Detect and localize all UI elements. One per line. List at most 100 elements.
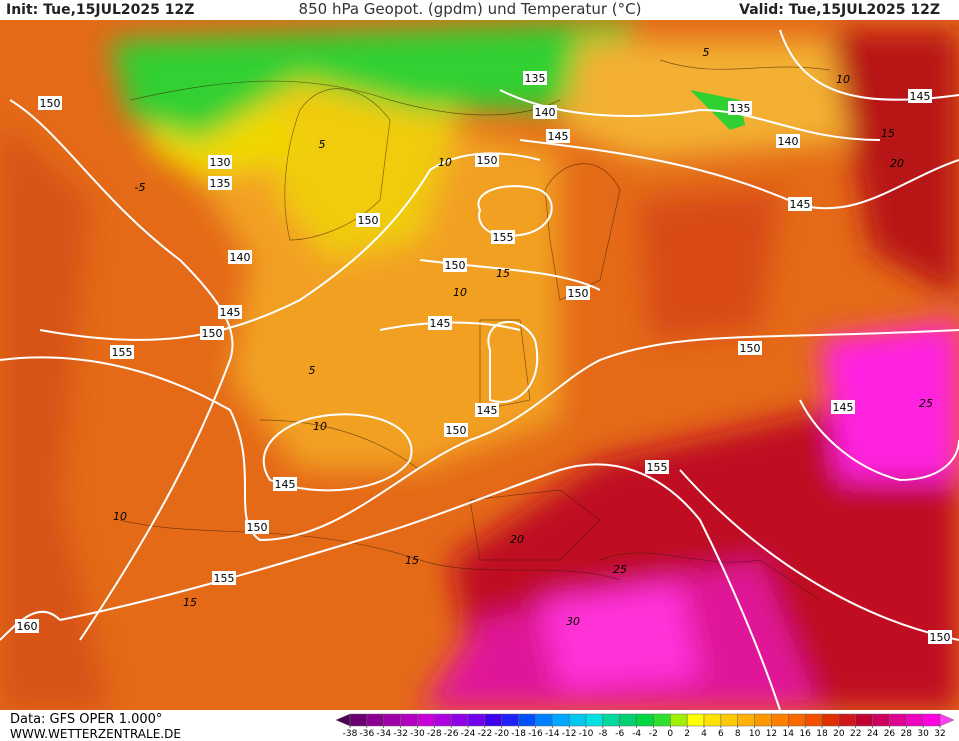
colorbar-tick-label: -24 xyxy=(461,729,476,739)
colorbar-tick-label: 4 xyxy=(701,729,707,739)
label-box xyxy=(443,258,467,272)
colorbar-tick-label: -6 xyxy=(615,729,624,739)
colorbar-tick-label: -16 xyxy=(528,729,543,739)
geopotential-label: 150 xyxy=(930,631,951,644)
colorbar-box xyxy=(417,713,435,727)
geopotential-label: 150 xyxy=(740,342,761,355)
label-box xyxy=(208,155,232,169)
temperature-label: 20 xyxy=(890,157,904,170)
geopotential-label: 145 xyxy=(548,130,569,143)
colorbar-box xyxy=(535,713,553,727)
colorbar-box xyxy=(737,713,755,727)
colorbar-tick-label: -10 xyxy=(579,729,594,739)
label-box xyxy=(738,341,762,355)
colorbar-tick-label: 32 xyxy=(934,729,945,739)
colorbar-tick-label: 24 xyxy=(867,729,879,739)
geopotential-label: 150 xyxy=(202,327,223,340)
colorbar-tick-label: 14 xyxy=(783,729,795,739)
label-box xyxy=(831,400,855,414)
colorbar-tick-label: 12 xyxy=(766,729,777,739)
colorbar-tick-label: -34 xyxy=(376,729,391,739)
label-box xyxy=(928,630,952,644)
colorbar-box xyxy=(349,713,368,727)
colorbar-box xyxy=(720,713,738,727)
geopotential-label: 155 xyxy=(112,346,133,359)
colorbar-box xyxy=(653,713,671,727)
colorbar-tick-label: 10 xyxy=(749,729,761,739)
colorbar-box xyxy=(838,713,856,727)
colorbar-tick-label: 26 xyxy=(884,729,896,739)
label-box xyxy=(228,250,252,264)
temperature-label: 10 xyxy=(453,286,467,299)
colorbar-box xyxy=(467,713,486,727)
colorbar-box xyxy=(602,713,620,727)
colorbar-box xyxy=(383,713,401,727)
temperature-label: 15 xyxy=(405,554,419,567)
colorbar-box xyxy=(552,713,570,727)
geopotential-label: 140 xyxy=(535,106,556,119)
colorbar-tick-label: -20 xyxy=(494,729,509,739)
colorbar-box xyxy=(889,713,907,727)
geopotential-label: 140 xyxy=(230,251,251,264)
label-box xyxy=(566,286,590,300)
colorbar-tick-label: 30 xyxy=(917,729,929,739)
colorbar-tick-label: -38 xyxy=(343,729,358,739)
geopotential-label: 160 xyxy=(17,620,38,633)
colorbar-arrow xyxy=(335,713,351,727)
label-box xyxy=(444,423,468,437)
temperature-label: 10 xyxy=(313,420,327,433)
map-title: 850 hPa Geopot. (gpdm) und Temperatur (°… xyxy=(299,0,642,18)
geopotential-label: 145 xyxy=(790,198,811,211)
contour-labels: 1501301351401451501551501551501501451451… xyxy=(15,46,952,644)
colorbar-box xyxy=(855,713,873,727)
temperature-label: 15 xyxy=(881,127,895,140)
colorbar-tick-label: -14 xyxy=(545,729,560,739)
temperature-label: 30 xyxy=(566,615,580,628)
label-box xyxy=(491,230,515,244)
temperature-label: 5 xyxy=(703,46,710,59)
geopotential-label: 150 xyxy=(358,214,379,227)
colorbar-box xyxy=(434,713,452,727)
label-box xyxy=(728,101,752,115)
geopotential-label: 145 xyxy=(430,317,451,330)
website: WWW.WETTERZENTRALE.DE xyxy=(10,727,181,741)
colorbar-box xyxy=(906,713,924,727)
colorbar-box xyxy=(754,713,772,727)
label-box xyxy=(908,89,932,103)
colorbar-tick-label: 16 xyxy=(799,729,811,739)
colorbar-box xyxy=(636,713,654,727)
label-box xyxy=(533,105,557,119)
init-time: Init: Tue,15JUL2025 12Z xyxy=(6,2,194,18)
geopotential-label: 145 xyxy=(275,478,296,491)
colorbar-tick-label: -18 xyxy=(511,729,526,739)
colorbar-tick-label: -36 xyxy=(360,729,375,739)
colorbar-tick-label: -4 xyxy=(632,729,641,739)
label-box xyxy=(245,520,269,534)
colorbar-tick-label: 22 xyxy=(850,729,861,739)
temperature-label: 25 xyxy=(919,397,933,410)
colorbar-box xyxy=(450,713,469,727)
data-source: Data: GFS OPER 1.000° xyxy=(10,712,162,727)
colorbar-tick-label: -2 xyxy=(649,729,658,739)
colorbar-arrow xyxy=(939,713,955,727)
colorbar-tick-label: -30 xyxy=(410,729,425,739)
colorbar-tick-label: -12 xyxy=(562,729,577,739)
label-box xyxy=(356,213,380,227)
colorbar-tick-label: -22 xyxy=(478,729,493,739)
colorbar-box xyxy=(585,713,604,727)
colorbar-box xyxy=(568,713,587,727)
temperature-label: 10 xyxy=(113,510,127,523)
temperature-label: 5 xyxy=(319,138,326,151)
geopotential-label: 145 xyxy=(220,306,241,319)
colorbar-tick-label: 20 xyxy=(833,729,845,739)
colorbar-box xyxy=(501,713,519,727)
colorbar-tick-label: 0 xyxy=(667,729,673,739)
colorbar-box xyxy=(686,713,705,727)
label-box xyxy=(273,477,297,491)
colorbar-box xyxy=(670,713,688,727)
geopotential-label: 155 xyxy=(214,572,235,585)
label-box xyxy=(208,176,232,190)
temperature-label: 10 xyxy=(438,156,452,169)
geopotential-label: 145 xyxy=(910,90,931,103)
